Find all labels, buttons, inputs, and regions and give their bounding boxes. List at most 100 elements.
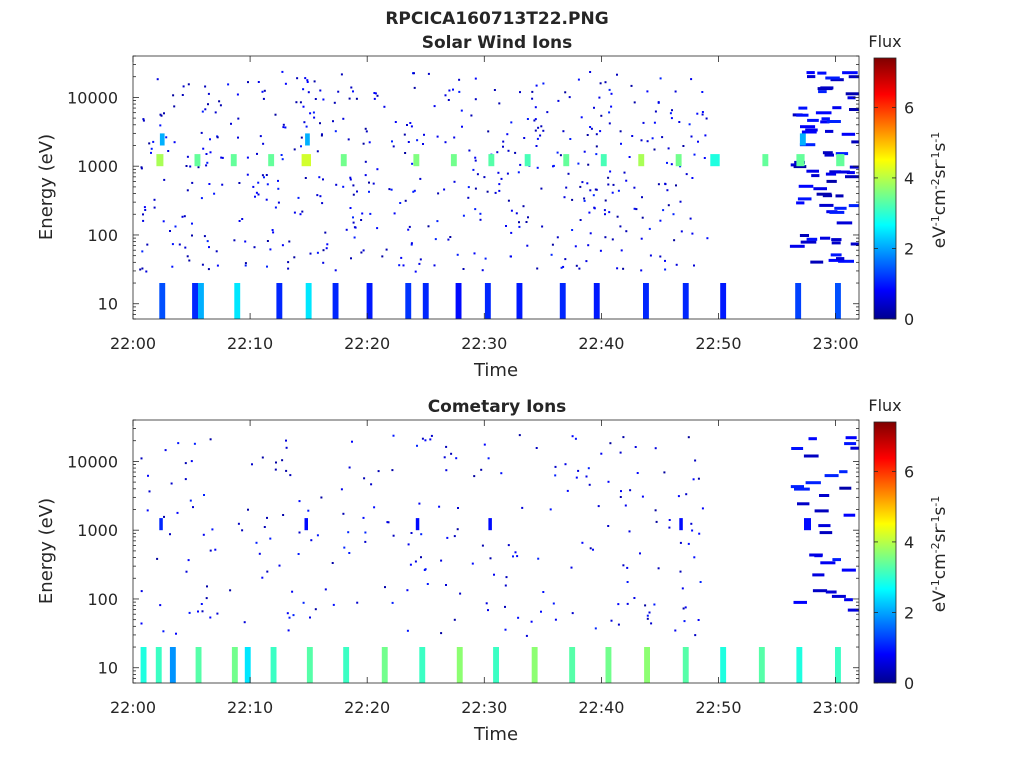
colorbar-label-unit: cm [930,553,950,579]
noise-cell [430,434,433,437]
noise-cell [680,230,683,233]
dense-cell [848,75,859,79]
noise-cell [262,142,265,145]
low-energy-bar [140,647,147,683]
low-energy-bar [405,283,412,319]
noise-cell [219,104,222,107]
noise-cell [514,151,517,154]
noise-cell [537,126,540,129]
noise-cell [348,552,351,554]
y-tick-label: 1000 [77,521,118,540]
colorbar-tick-label: 4 [904,169,914,188]
noise-cell [419,177,422,180]
noise-cell [277,201,280,204]
dense-cell [794,487,810,491]
noise-cell [481,544,484,547]
dense-cell [797,197,812,201]
dense-cell [807,118,819,122]
noise-cell [293,256,296,259]
noise-cell [453,136,456,139]
low-energy-bar [720,283,727,319]
noise-cell [562,130,565,133]
noise-cell [241,218,244,220]
dense-cell [819,494,830,497]
noise-cell [510,209,513,212]
colorbar-label-exponent: -1 [929,496,942,507]
noise-cell [320,134,323,137]
noise-cell [407,228,410,231]
noise-cell [287,629,290,632]
noise-cell [654,110,657,113]
noise-cell [190,460,193,463]
noise-cell [587,163,590,166]
noise-cell [562,265,565,268]
band-cell [679,518,683,531]
dense-cell [847,608,859,612]
noise-cell [265,198,268,201]
noise-cell [173,141,176,144]
noise-cell [237,117,240,120]
noise-cell [142,118,145,121]
noise-cell [480,468,483,471]
noise-cell [298,531,301,534]
noise-cell [254,195,256,198]
noise-cell [474,159,477,162]
noise-cell [141,267,144,270]
noise-cell [640,237,643,240]
noise-cell [479,218,482,221]
noise-cell [581,181,584,184]
dense-cell [850,446,859,450]
noise-cell [189,165,192,168]
noise-cell [460,109,463,112]
noise-cell [610,105,613,108]
noise-cell [620,142,622,145]
noise-cell [589,189,592,192]
noise-cell [672,213,675,216]
noise-cell [666,161,668,164]
ylabel-cometary: Energy (eV) [36,498,57,604]
noise-cell [542,591,545,593]
noise-cell [693,264,695,267]
dense-cell [820,86,834,90]
noise-cell [285,446,288,449]
noise-cell [350,257,352,260]
x-tick-label: 22:30 [461,698,507,717]
dense-cell [839,470,848,474]
noise-cell [437,192,440,195]
noise-cell [252,185,255,188]
noise-cell [420,556,422,559]
noise-cell [244,262,247,265]
noise-cell [485,602,488,605]
noise-cell [620,490,622,493]
noise-cell [449,236,452,238]
noise-cell [165,136,168,139]
noise-cell [594,188,597,191]
colorbar-tick-label: 0 [904,310,914,329]
noise-cell [186,155,189,158]
noise-cell [504,605,506,608]
noise-cell [361,212,364,215]
noise-cell [410,125,413,128]
noise-cell [285,439,287,442]
noise-cell [300,145,302,148]
low-energy-bar [559,283,566,319]
low-energy-bar [644,647,650,683]
dense-cell [831,238,842,242]
noise-cell [302,88,305,91]
noise-cell [535,84,538,87]
noise-cell [355,97,358,100]
colorbar-label-unit: sr [930,526,950,542]
noise-cell [410,532,413,534]
noise-cell [236,93,239,96]
noise-cell [274,206,277,209]
noise-cell [659,77,662,80]
noise-cell [291,590,294,593]
noise-cell [640,269,643,272]
noise-cell [213,192,216,195]
noise-cell [685,173,688,176]
noise-cell [556,236,559,239]
noise-cell [318,176,321,179]
noise-cell [595,133,598,136]
noise-cell [156,557,159,560]
dense-cell [828,258,845,262]
